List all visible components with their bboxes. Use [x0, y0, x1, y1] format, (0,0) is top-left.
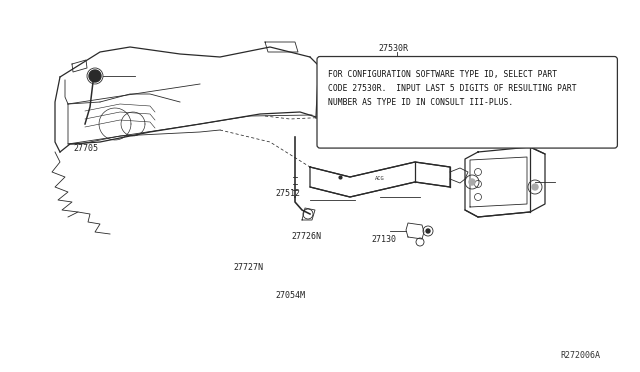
Circle shape: [469, 179, 475, 185]
Circle shape: [89, 70, 101, 82]
Text: R272006A: R272006A: [560, 351, 600, 360]
Text: 27727N: 27727N: [234, 263, 264, 272]
FancyBboxPatch shape: [317, 57, 618, 148]
Text: 27130: 27130: [371, 235, 396, 244]
Text: ACG: ACG: [375, 176, 385, 182]
Text: CODE 27530R.  INPUT LAST 5 DIGITS OF RESULTING PART: CODE 27530R. INPUT LAST 5 DIGITS OF RESU…: [328, 84, 577, 93]
Text: 27054M: 27054M: [275, 291, 305, 300]
Text: 27705: 27705: [74, 144, 99, 153]
Text: 27726N: 27726N: [291, 232, 321, 241]
Text: 27512: 27512: [275, 189, 300, 198]
Text: FOR CONFIGURATION SOFTWARE TYPE ID, SELECT PART: FOR CONFIGURATION SOFTWARE TYPE ID, SELE…: [328, 70, 557, 78]
Text: NUMBER AS TYPE ID IN CONSULT III-PLUS.: NUMBER AS TYPE ID IN CONSULT III-PLUS.: [328, 97, 513, 106]
Text: 27530R: 27530R: [379, 44, 409, 53]
Circle shape: [426, 229, 430, 233]
Circle shape: [532, 184, 538, 190]
